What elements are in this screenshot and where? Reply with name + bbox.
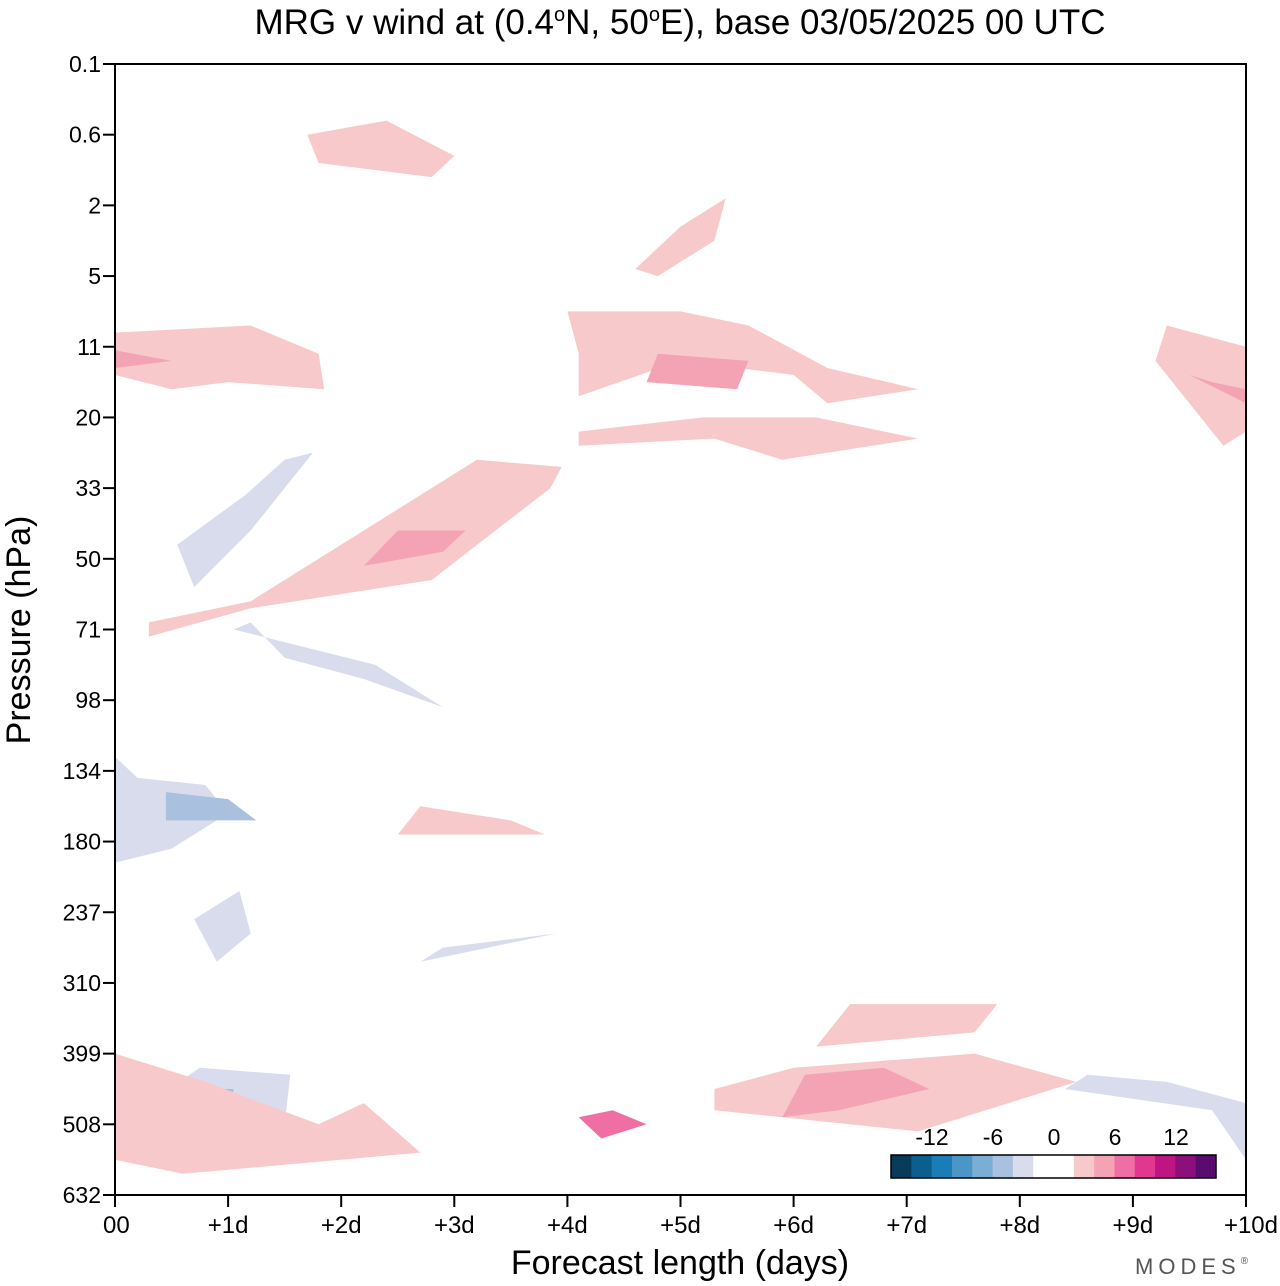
y-tick-label: 508 (63, 1111, 101, 1137)
positive-contour-region-22 (115, 1053, 421, 1174)
positive-contour-region-8 (115, 350, 172, 368)
positive-contour-region-13 (646, 353, 749, 390)
positive-contour-region-21 (578, 1110, 647, 1139)
y-tick-label: 33 (75, 475, 101, 501)
y-tick-label: 180 (63, 829, 101, 855)
y-tick-label: 0.1 (69, 51, 101, 77)
colorbar-frame (890, 1154, 1217, 1179)
colorbar-swatch (931, 1155, 953, 1178)
positive-contour-region-17 (1189, 375, 1246, 404)
colorbar-tick-label: 6 (1109, 1124, 1122, 1150)
colorbar-tick-label: 0 (1048, 1124, 1061, 1150)
colorbar-swatch (1134, 1155, 1156, 1178)
x-tick-label: +4d (547, 1212, 588, 1239)
positive-contour-region-15 (307, 120, 455, 178)
y-tick-label: 11 (77, 334, 101, 360)
colorbar-swatch (891, 1155, 912, 1178)
colorbar-swatch (972, 1155, 994, 1178)
y-axis: 0.1 0.6 2 5 11 20 33 50 71 98 134 180 237 310 399 508 63… (63, 51, 115, 1208)
contour-fills (115, 120, 1246, 1174)
colorbar-swatch (1175, 1155, 1197, 1178)
x-axis-label: Forecast length (days) (511, 1244, 849, 1282)
colorbar-swatch (1033, 1155, 1054, 1178)
x-tick-label: +10d (1224, 1212, 1278, 1239)
colorbar-swatch (1053, 1155, 1075, 1178)
title-prefix: MRG v wind at (0.4 (254, 3, 554, 42)
colorbar-swatch (992, 1155, 1014, 1178)
y-tick-label: 134 (63, 758, 102, 784)
negative-contour-region-24 (420, 933, 557, 962)
x-tick-label: +5d (660, 1212, 701, 1239)
y-tick-label: 50 (75, 546, 101, 572)
colorbar-swatch (1094, 1155, 1115, 1178)
negative-contour-region-1 (165, 792, 257, 821)
positive-contour-region-11 (578, 417, 918, 460)
positive-contour-region-12 (567, 311, 918, 404)
y-tick-label: 399 (63, 1041, 101, 1067)
colorbar-tick-label: 12 (1163, 1124, 1189, 1150)
y-tick-label: 98 (75, 687, 101, 713)
colorbar-swatch (951, 1155, 973, 1178)
y-tick-label: 71 (75, 617, 101, 643)
colorbar-swatch (1114, 1155, 1136, 1178)
colorbar-tick-label: -6 (983, 1124, 1003, 1150)
positive-contour-region-7 (115, 325, 325, 390)
positive-contour-region-16 (1155, 325, 1246, 446)
title-suffix: E), base 03/05/2025 00 UTC (660, 3, 1106, 42)
positive-contour-region-14 (635, 198, 726, 277)
positive-contour-region-9 (148, 459, 562, 637)
positive-contour-region-10 (363, 530, 466, 566)
x-tick-label: +2d (321, 1212, 362, 1239)
x-tick-label: +6d (773, 1212, 814, 1239)
colorbar-swatch (1195, 1155, 1217, 1178)
title-degree-1: o (554, 4, 565, 26)
x-tick-label: +1d (208, 1212, 249, 1239)
x-tick-label: +7d (886, 1212, 927, 1239)
y-tick-label: 2 (88, 192, 101, 218)
positive-contour-region-25 (816, 1004, 998, 1047)
y-tick-label: 0.6 (69, 122, 101, 148)
negative-contour-region-2 (233, 622, 443, 708)
negative-contour-region-23 (1065, 1074, 1246, 1160)
y-tick-label: 632 (63, 1182, 101, 1208)
positive-contour-region-18 (397, 806, 545, 835)
y-tick-label: 310 (63, 970, 101, 996)
y-tick-label: 5 (88, 263, 101, 289)
colorbar: -12 -6 0 6 12 (890, 1124, 1217, 1179)
y-axis-label: Pressure (hPa) (0, 516, 38, 745)
title-degree-2: o (649, 4, 660, 26)
colorbar-swatch (1012, 1155, 1034, 1178)
y-tick-label: 20 (75, 404, 101, 430)
x-tick-label: +8d (999, 1212, 1040, 1239)
brand-logo: MODES® (1135, 1254, 1253, 1279)
negative-contour-region-3 (177, 452, 313, 588)
negative-contour-region-4 (194, 891, 251, 962)
colorbar-swatch (1073, 1155, 1095, 1178)
chart-title: MRG v wind at (0.4oN, 50oE), base 03/05/… (254, 3, 1105, 42)
y-tick-label: 237 (63, 899, 101, 925)
brand-name: MODES (1135, 1254, 1241, 1279)
x-tick-label: +3d (434, 1212, 475, 1239)
colorbar-tick-label: -12 (915, 1124, 948, 1150)
x-axis: 00 +1d +2d +3d +4d +5d +6d +7d +8d +9d +10d (103, 1195, 1278, 1239)
positive-contour-region-20 (782, 1067, 930, 1118)
colorbar-swatch (1155, 1155, 1176, 1178)
x-tick-label: 00 (103, 1212, 130, 1239)
title-mid: N, 50 (565, 3, 649, 42)
brand-mark: ® (1241, 1256, 1253, 1267)
colorbar-swatch (911, 1155, 933, 1178)
x-tick-label: +9d (1113, 1212, 1154, 1239)
